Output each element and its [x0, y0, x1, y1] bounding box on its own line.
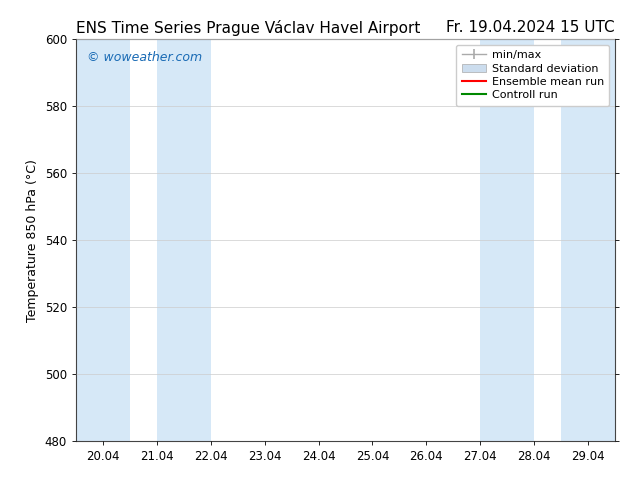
Bar	[157, 39, 210, 441]
Bar	[561, 39, 615, 441]
Text: ENS Time Series Prague Václav Havel Airport: ENS Time Series Prague Václav Havel Airp…	[76, 20, 420, 36]
Text: © woweather.com: © woweather.com	[87, 51, 202, 64]
Y-axis label: Temperature 850 hPa (°C): Temperature 850 hPa (°C)	[26, 159, 39, 321]
Bar	[481, 39, 534, 441]
Bar	[76, 39, 130, 441]
Legend: min/max, Standard deviation, Ensemble mean run, Controll run: min/max, Standard deviation, Ensemble me…	[456, 45, 609, 106]
Text: Fr. 19.04.2024 15 UTC: Fr. 19.04.2024 15 UTC	[446, 20, 615, 35]
